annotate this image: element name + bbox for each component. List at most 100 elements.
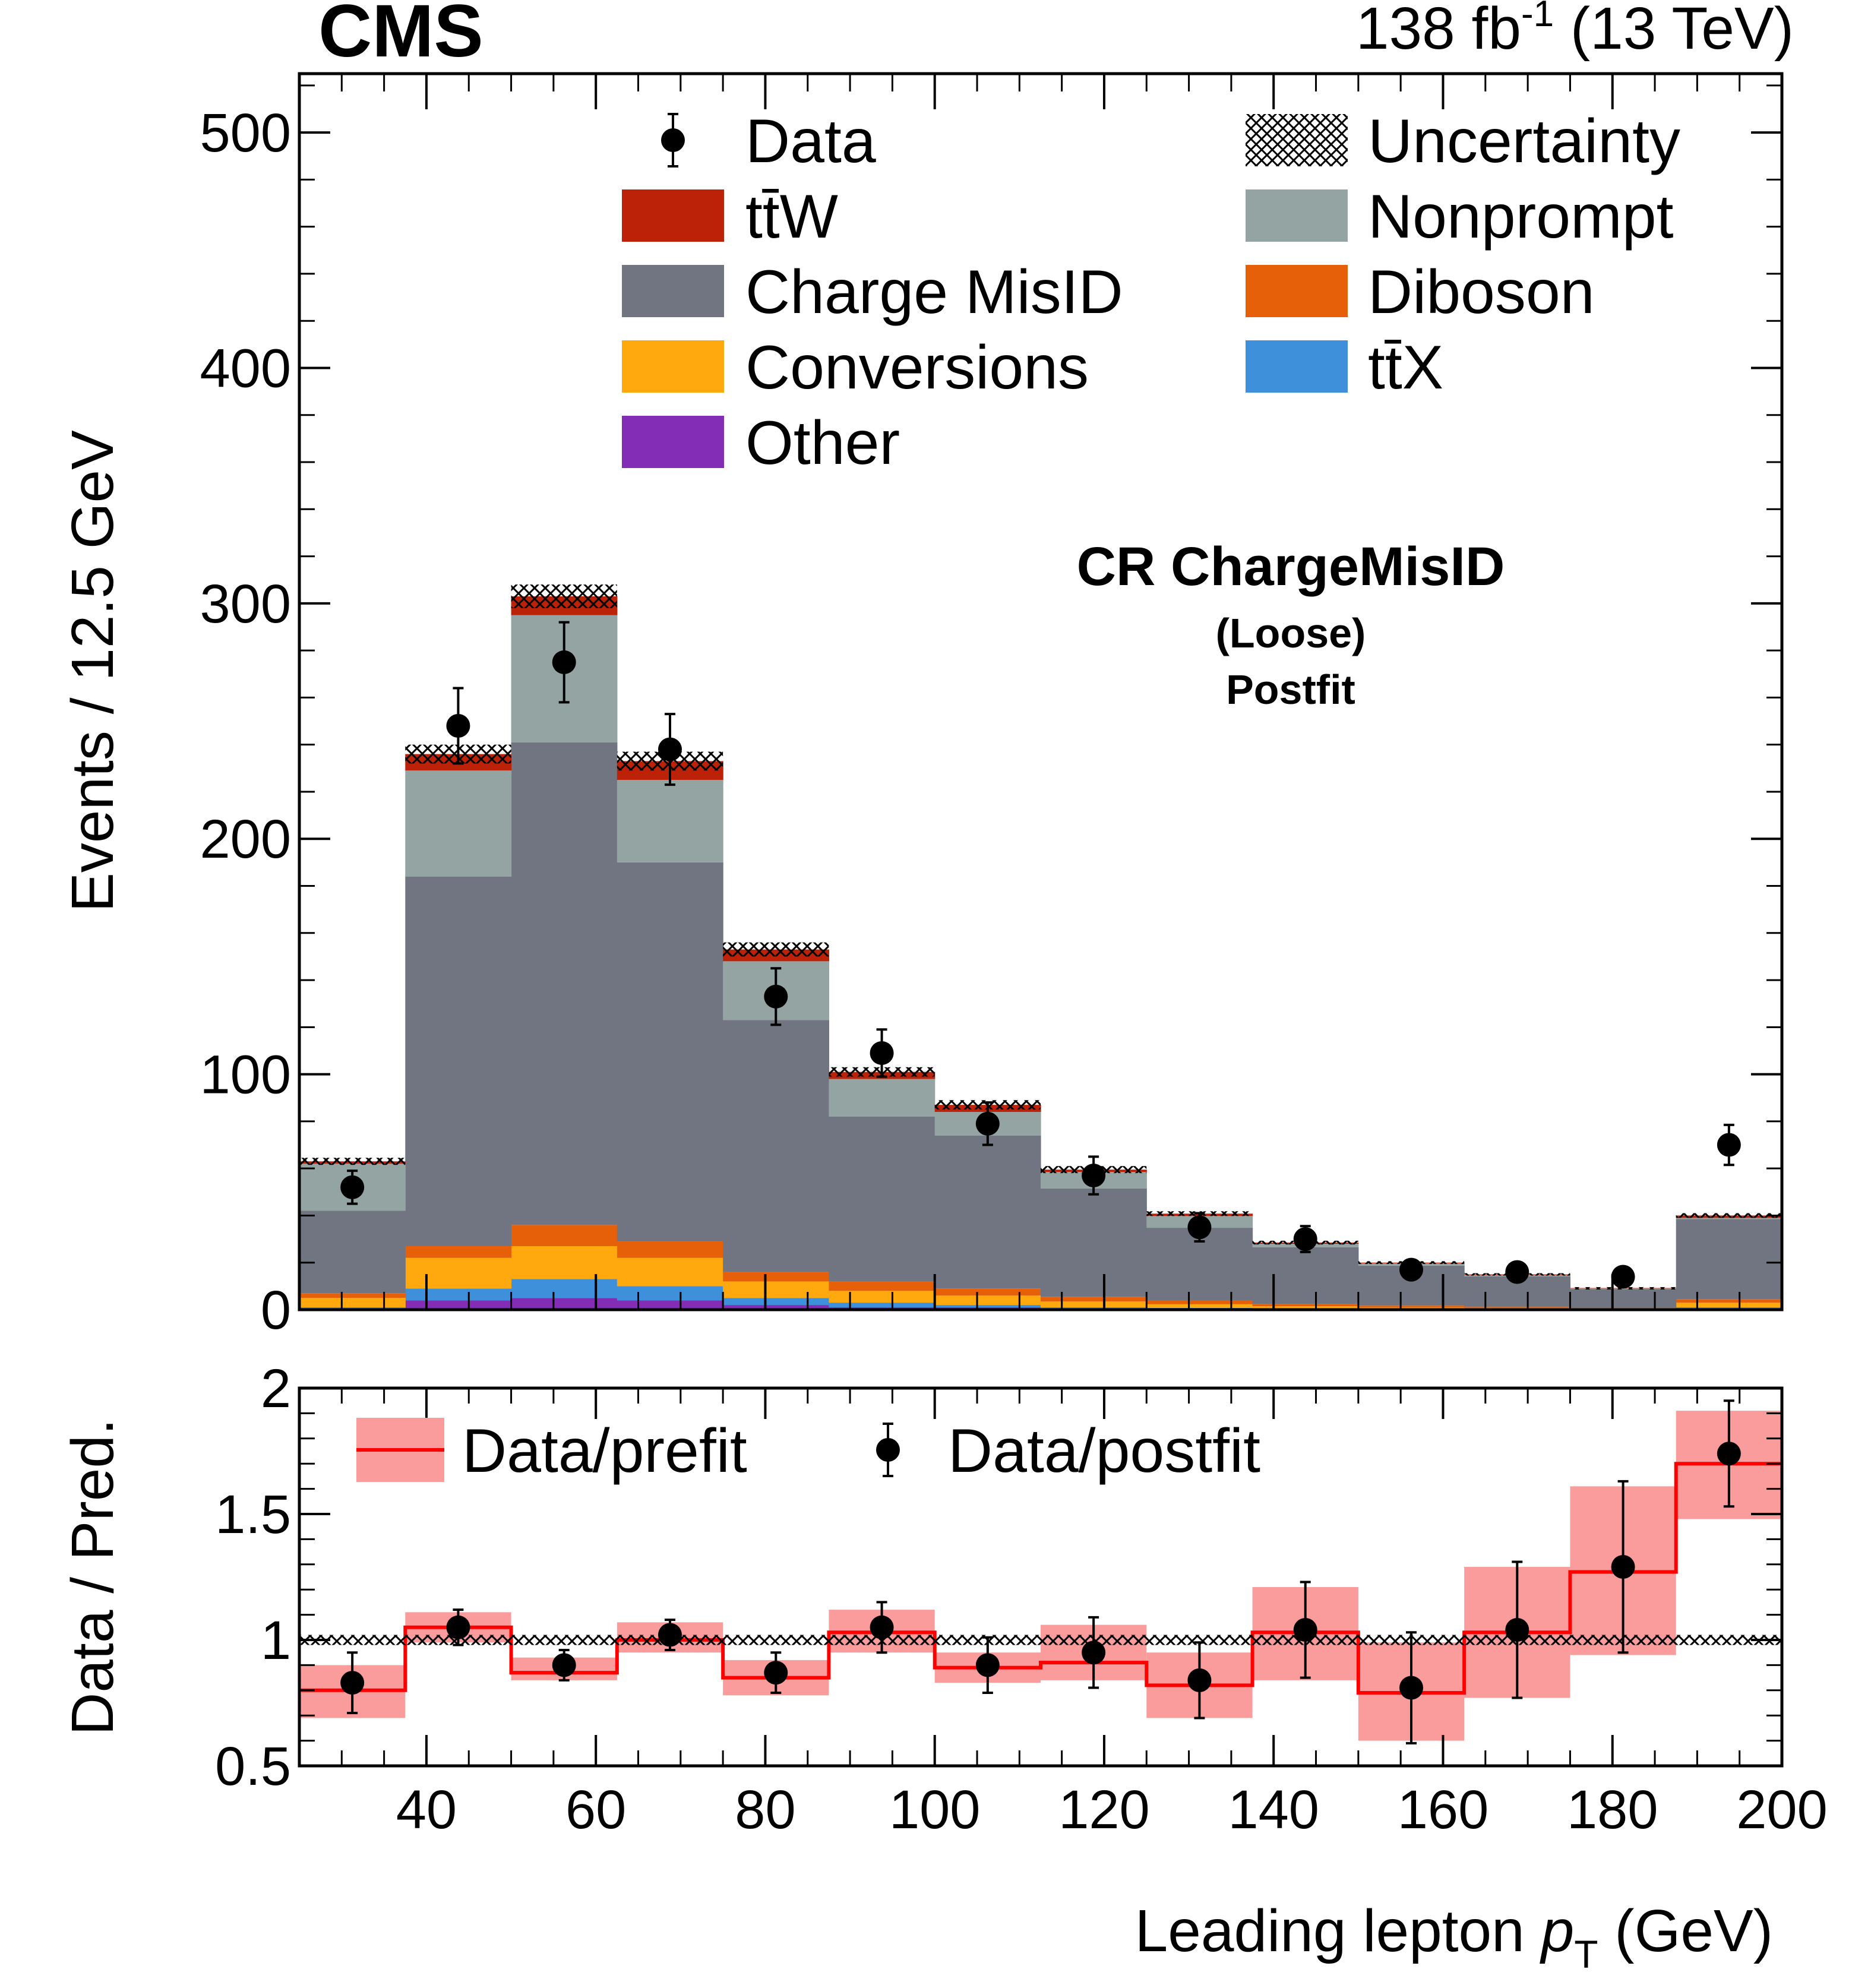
legend-swatch-ttW: [622, 189, 724, 242]
stack-bar-chargemisid: [405, 876, 512, 1246]
stack-bar-ttX: [723, 1298, 830, 1306]
stack-bar-conversions: [829, 1291, 935, 1303]
legend-label-chargemisid: Charge MisID: [745, 258, 1123, 327]
legend-swatch-other: [622, 416, 724, 468]
postfit-point: [1717, 1442, 1741, 1466]
stack-bar-conversions: [1041, 1301, 1147, 1308]
postfit-point: [340, 1671, 365, 1695]
stack-bar-chargemisid: [1676, 1219, 1782, 1300]
stack-bar-nonprompt: [829, 1079, 935, 1117]
uncertainty-hatch: [723, 942, 829, 957]
data-point: [1611, 1265, 1635, 1289]
data-point: [446, 713, 470, 738]
postfit-point: [975, 1653, 1000, 1677]
ratio-y-tick-label: 2: [261, 1358, 291, 1419]
x-tick-label: 60: [565, 1780, 626, 1840]
data-point: [1082, 1164, 1106, 1188]
lumi-label: 138 fb-1 (13 TeV): [1356, 0, 1794, 62]
postfit-point: [658, 1623, 682, 1647]
stack-bar-chargemisid: [511, 742, 618, 1225]
experiment-label: CMS: [318, 0, 483, 72]
x-tick-label: 40: [396, 1780, 457, 1840]
stack-bar-ttX: [934, 1305, 1041, 1308]
stack-bar-diboson: [829, 1281, 935, 1291]
postfit-point: [1399, 1676, 1423, 1700]
data-point: [870, 1041, 894, 1065]
x-tick-label: 120: [1058, 1780, 1150, 1840]
stack-bar-chargemisid: [934, 1135, 1041, 1289]
stack-bar-diboson: [1041, 1297, 1147, 1302]
legend-swatch-nonprompt: [1246, 189, 1348, 242]
stack-bar-conversions: [723, 1281, 830, 1298]
main-plot: 0 100 200 300 400 500: [200, 72, 1784, 1341]
x-tick-label: 160: [1398, 1780, 1489, 1840]
stack-bar-diboson: [1252, 1304, 1359, 1307]
legend-label-diboson: Diboson: [1368, 258, 1595, 327]
lumi-energy: (13 TeV): [1554, 0, 1794, 62]
stack-bar-conversions: [1146, 1304, 1253, 1308]
legend-postfit-marker: [876, 1438, 900, 1462]
stack-bar-diboson: [405, 1246, 512, 1258]
legend-label-ttX: tt̄X: [1368, 333, 1443, 402]
stack-bar-conversions: [405, 1257, 512, 1289]
ratio-plot: 0.5 1 1.5 2 40 60 80 100 120 140 160 180 200: [215, 1358, 1828, 1840]
postfit-point: [446, 1615, 470, 1639]
stack-bar-diboson: [1464, 1307, 1571, 1309]
legend-label-prefit: Data/prefit: [462, 1417, 747, 1486]
stack-bar-chargemisid: [299, 1211, 406, 1294]
x-tick-label: 80: [735, 1780, 795, 1840]
stack-bar-diboson: [1358, 1306, 1465, 1308]
stack-bar-diboson: [1146, 1300, 1253, 1304]
stack-bar-chargemisid: [829, 1116, 935, 1282]
postfit-point: [1082, 1641, 1106, 1665]
uncertainty-hatch: [511, 584, 617, 608]
y-tick-label: 100: [200, 1045, 292, 1105]
stack-bar-chargemisid: [1570, 1289, 1677, 1309]
legend-swatch-diboson: [1246, 265, 1348, 317]
stack-bar-conversions: [299, 1298, 406, 1308]
data-point: [1187, 1215, 1212, 1240]
data-point: [764, 984, 788, 1009]
legend-main: Data Uncertainty tt̄W Nonprompt Charge MisID…: [622, 107, 1680, 478]
legend-label-nonprompt: Nonprompt: [1368, 182, 1674, 251]
stack-bar-other: [617, 1300, 723, 1310]
y-tick-label: 200: [200, 809, 292, 870]
legend-ratio: Data/prefit Data/postfit: [356, 1417, 1260, 1486]
x-axis-title: Leading lepton pT (GeV): [1135, 1898, 1773, 1976]
stack-bar-ttX: [617, 1286, 723, 1301]
stack-bar-conversions: [1676, 1303, 1782, 1308]
stack-bar-conversions: [511, 1246, 618, 1279]
stack-bar-diboson: [511, 1225, 618, 1246]
ratio-y-axis-title: Data / Pred.: [59, 1418, 126, 1736]
main-frame: [298, 72, 1784, 1311]
postfit-point: [1293, 1618, 1317, 1642]
legend-label-ttW: tt̄W: [745, 182, 838, 251]
stack-bar-other: [723, 1305, 830, 1310]
lumi-exponent: -1: [1521, 0, 1554, 34]
uncertainty-hatch: [299, 1158, 406, 1165]
x-tick-label: 140: [1228, 1780, 1319, 1840]
postfit-point: [870, 1615, 894, 1639]
stack-bar-diboson: [1676, 1299, 1782, 1303]
data-point: [1399, 1257, 1423, 1282]
ratio-y-tick-label: 0.5: [215, 1736, 291, 1797]
stack-bar-ttX: [1676, 1307, 1782, 1309]
ratio-frame: [298, 1386, 1784, 1768]
x-tick-label: 100: [889, 1780, 981, 1840]
stack-bar-chargemisid: [1252, 1247, 1359, 1304]
x-axis-title-sub: T: [1574, 1932, 1598, 1976]
stack-bar-diboson: [299, 1293, 406, 1298]
legend-swatch-chargemisid: [622, 265, 724, 317]
data-point: [975, 1111, 1000, 1136]
y-tick-label: 500: [200, 103, 292, 163]
stack-bar-ttX: [405, 1288, 512, 1301]
postfit-point: [552, 1653, 576, 1677]
stack-bar-diboson: [723, 1272, 830, 1282]
ratio-y-tick-label: 1.5: [215, 1484, 291, 1545]
lumi-prefix: 138 fb: [1356, 0, 1521, 62]
legend-label-conversions: Conversions: [745, 333, 1089, 402]
stack-bar-chargemisid: [723, 1020, 830, 1272]
postfit-point: [1505, 1618, 1529, 1642]
legend-swatch-ttX: [1246, 340, 1348, 393]
stack-bar-nonprompt: [617, 780, 723, 862]
